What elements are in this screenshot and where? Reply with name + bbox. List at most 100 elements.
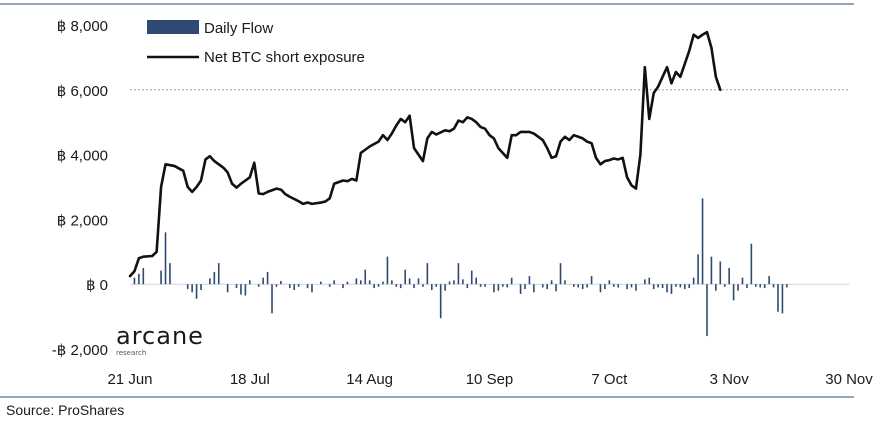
daily-flow-bar: [541, 284, 544, 288]
daily-flow-bar: [271, 284, 273, 314]
logo-wordmark: arcane: [116, 322, 204, 350]
daily-flow-bar: [604, 284, 606, 290]
daily-flow-bar: [448, 281, 451, 285]
daily-flow-bar: [612, 284, 615, 287]
daily-flow-bar: [422, 284, 424, 287]
x-axis: 21 Jun 18 Jul 14 Aug 10 Sep 7 Oct 3 Nov 30 Nov: [107, 371, 873, 388]
daily-flow-bar: [502, 284, 504, 287]
daily-flow-bar: [160, 270, 162, 285]
daily-flow-bar: [133, 277, 136, 285]
daily-flow-bar: [573, 284, 575, 287]
y-tick-label: ฿ 2,000: [57, 212, 108, 229]
daily-flow-bar: [666, 284, 668, 293]
daily-flow-bar: [462, 279, 464, 285]
daily-flow-bar: [293, 284, 296, 291]
y-tick-label: ฿ 0: [86, 277, 108, 294]
daily-flow-bar: [275, 284, 278, 287]
daily-flow-bar: [395, 284, 398, 287]
daily-flow-bar: [710, 256, 713, 285]
daily-flow-bar: [280, 280, 282, 285]
daily-flow-bar: [333, 280, 335, 285]
daily-flow-bar: [661, 284, 664, 289]
x-tick-label: 14 Aug: [346, 371, 393, 388]
daily-flow-bar: [235, 284, 238, 289]
daily-flow-bar: [226, 284, 229, 293]
daily-flow-bar: [470, 270, 473, 285]
daily-flow-bar: [346, 281, 349, 285]
daily-flow-bar: [142, 268, 145, 285]
daily-flow-bar: [466, 284, 469, 289]
daily-flow-bar: [675, 284, 677, 287]
daily-flow-bar: [741, 277, 744, 285]
daily-flow-bar: [555, 284, 557, 292]
daily-flow-bar: [444, 284, 446, 291]
daily-flow-bar: [750, 243, 753, 285]
legend-daily-flow-label: Daily Flow: [204, 20, 273, 37]
daily-flow-bar: [435, 284, 438, 287]
daily-flow-bar: [257, 284, 260, 287]
daily-flow-bar: [213, 271, 216, 285]
daily-flow-bar: [288, 284, 291, 289]
daily-flow-bar: [200, 284, 202, 291]
daily-flow-bar: [355, 278, 358, 285]
daily-flow-bar: [697, 254, 699, 285]
daily-flow-bar: [364, 269, 367, 285]
x-tick-label: 7 Oct: [591, 371, 628, 388]
daily-flow-bar: [617, 284, 620, 288]
daily-flow-bar: [377, 284, 380, 287]
arcane-logo: arcane research: [116, 322, 204, 357]
daily-flow-bar: [391, 280, 393, 285]
daily-flow-bar: [755, 284, 757, 287]
daily-flow-bar: [169, 263, 171, 285]
daily-flow-bar: [195, 284, 198, 299]
daily-flow-bar: [630, 284, 633, 288]
daily-flow-bar: [249, 280, 251, 285]
daily-flow-bar: [186, 284, 189, 290]
legend-net-short-label: Net BTC short exposure: [204, 49, 365, 66]
daily-flow-bar: [715, 284, 717, 291]
daily-flow-bar: [781, 284, 784, 314]
daily-flow-bar: [719, 261, 722, 285]
daily-flow-bar: [635, 284, 637, 291]
daily-flow-bar: [479, 284, 482, 287]
daily-flow-bar: [533, 284, 535, 293]
legend-daily-flow-swatch: [147, 20, 199, 34]
daily-flow-bar: [191, 284, 193, 293]
x-tick-label: 30 Nov: [825, 371, 873, 388]
daily-flow-bar: [475, 277, 477, 285]
daily-flow-bar: [404, 269, 406, 285]
daily-flow-bar: [608, 280, 611, 285]
y-tick-label: ฿ 4,000: [57, 148, 108, 165]
daily-flow-bar: [550, 280, 553, 285]
daily-flow-bar: [701, 198, 704, 285]
y-axis: ฿ 8,000 ฿ 6,000 ฿ 4,000 ฿ 2,000 ฿ 0 -฿ 2,000: [52, 18, 108, 359]
daily-flow-bar: [431, 284, 433, 291]
daily-flow-bar: [320, 281, 322, 285]
daily-flow-bar: [648, 277, 651, 285]
daily-flow-bar: [457, 263, 460, 285]
daily-flow-bar: [763, 284, 766, 289]
net-btc-short-exposure-line: [128, 30, 722, 278]
daily-flow-bar: [519, 284, 522, 294]
daily-flow-bar: [626, 284, 628, 290]
daily-flow-bar: [453, 280, 455, 285]
daily-flow-bar: [209, 278, 211, 285]
daily-flow-bar: [382, 281, 384, 285]
y-tick-label: ฿ 8,000: [57, 18, 108, 35]
daily-flow-bar: [577, 284, 580, 288]
daily-flow-bar: [679, 284, 682, 288]
daily-flow-bar: [244, 284, 247, 296]
daily-flow-bar: [368, 280, 371, 285]
daily-flow-bar: [657, 284, 659, 288]
daily-flow-bar: [746, 284, 748, 289]
x-tick-label: 3 Nov: [710, 371, 750, 388]
daily-flow-bar: [506, 284, 509, 288]
daily-flow-bar: [692, 277, 695, 285]
legend: Daily Flow Net BTC short exposure: [147, 20, 365, 66]
daily-flow-bar: [417, 278, 420, 285]
daily-flow-bar: [683, 284, 686, 290]
daily-flow-bar: [217, 263, 220, 285]
source-note: Source: ProShares: [6, 402, 125, 418]
daily-flow-bar: [328, 284, 331, 287]
daily-flow-bar: [688, 284, 691, 289]
